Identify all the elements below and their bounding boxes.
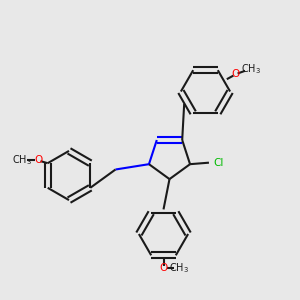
Text: O: O xyxy=(34,155,42,165)
Text: CH$_3$: CH$_3$ xyxy=(241,62,261,76)
Text: CH$_3$: CH$_3$ xyxy=(13,153,32,167)
Text: O: O xyxy=(159,263,168,273)
Text: O: O xyxy=(231,69,239,80)
Text: CH$_3$: CH$_3$ xyxy=(169,261,189,275)
Text: Cl: Cl xyxy=(213,158,224,168)
